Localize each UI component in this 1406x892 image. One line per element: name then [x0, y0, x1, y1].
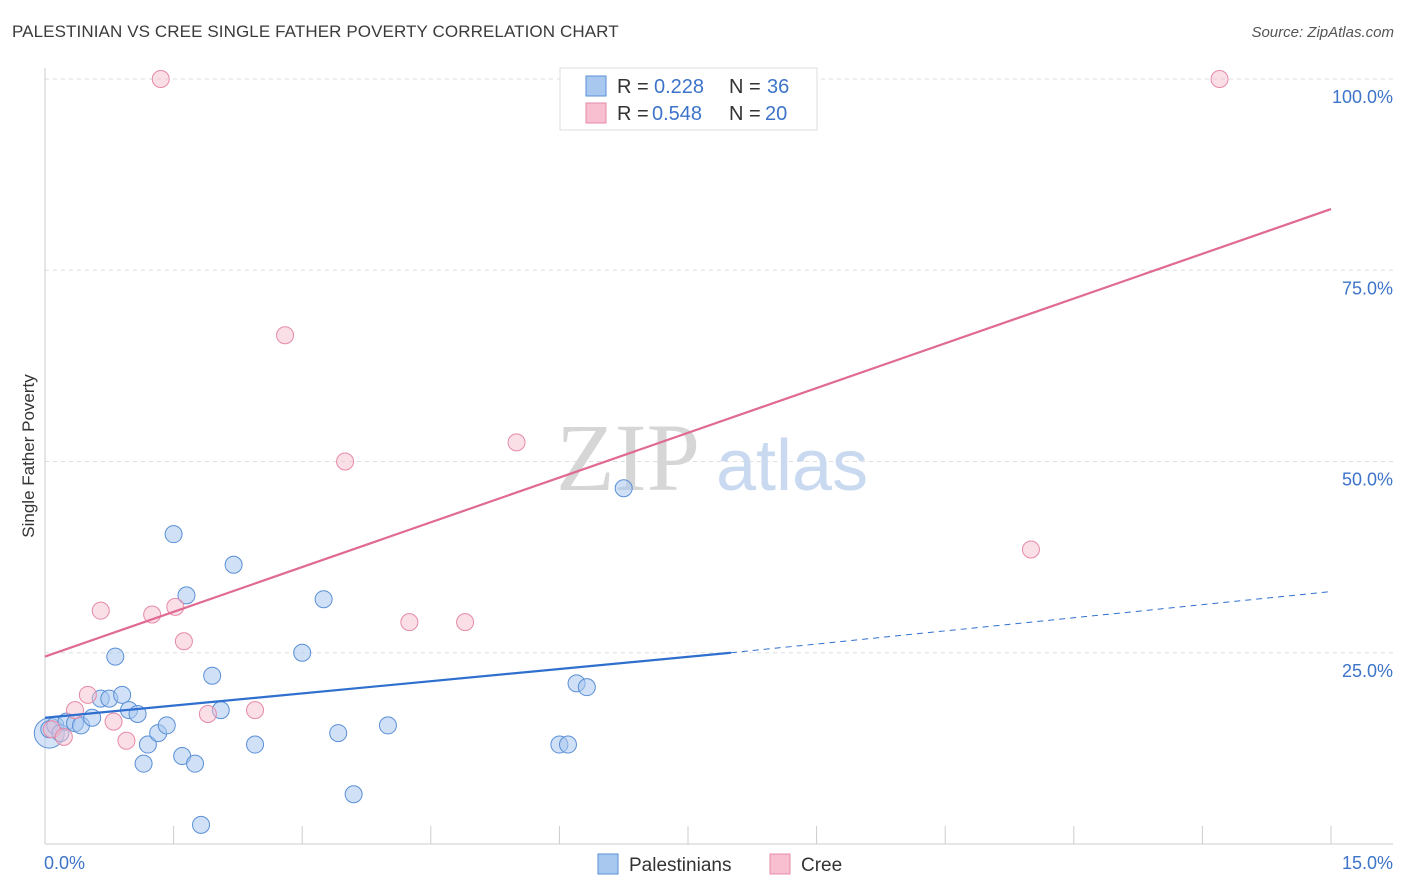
- source-label: Source: ZipAtlas.com: [1251, 24, 1394, 41]
- palestinians-point: [293, 643, 312, 662]
- cree-point: [166, 597, 185, 616]
- x-tick-label-end: 15.0%: [1342, 853, 1393, 873]
- legend-r-label-blue: R =: [617, 76, 649, 98]
- legend-n-value-pink: 20: [765, 103, 787, 125]
- legend-r-label-pink: R =: [617, 103, 649, 125]
- bottom-legend-swatch-cree: [769, 853, 791, 875]
- palestinians-point: [157, 716, 176, 735]
- cree-point: [336, 452, 355, 471]
- cree-point: [456, 613, 475, 632]
- bottom-legend-swatch-palestinians: [597, 853, 619, 875]
- palestinians-point: [138, 735, 157, 754]
- y-axis-label: Single Father Poverty: [19, 374, 38, 538]
- palestinians-point: [224, 555, 243, 574]
- palestinians-point: [106, 647, 125, 666]
- legend-swatch-blue: [585, 75, 607, 97]
- palestinians-point: [378, 716, 397, 735]
- series-palestinians-points: [33, 479, 633, 834]
- palestinians-point: [329, 724, 348, 743]
- legend-box: R = 0.228 N = 36 R = 0.548 N = 20: [559, 67, 818, 131]
- legend-n-value-blue: 36: [767, 76, 789, 98]
- cree-point: [246, 701, 265, 720]
- palestinians-point: [558, 735, 577, 754]
- cree-point: [78, 685, 97, 704]
- palestinians-point: [614, 479, 633, 498]
- cree-point: [198, 704, 217, 723]
- legend-n-label-blue: N =: [729, 76, 761, 98]
- palestinians-point: [314, 590, 333, 609]
- legend-r-value-blue: 0.228: [654, 76, 704, 98]
- cree-point: [1210, 70, 1229, 88]
- palestinians-point: [577, 678, 596, 697]
- axes: [44, 68, 1393, 845]
- y-tick-label-75: 75.0%: [1342, 278, 1393, 298]
- cree-point: [276, 326, 295, 345]
- cree-point: [104, 712, 123, 731]
- y-tick-label-100: 100.0%: [1332, 87, 1393, 107]
- y-tick-label-50: 50.0%: [1342, 470, 1393, 490]
- palestinians-point: [246, 735, 265, 754]
- cree-point: [91, 601, 110, 620]
- palestinians-point: [113, 685, 132, 704]
- chart-title: PALESTINIAN VS CREE SINGLE FATHER POVERT…: [12, 22, 619, 41]
- cree-point: [1021, 540, 1040, 559]
- palestinians-point: [192, 815, 211, 834]
- palestinians-point: [203, 666, 222, 685]
- y-tick-labels: 25.0% 50.0% 75.0% 100.0%: [1332, 87, 1393, 681]
- cree-point: [174, 632, 193, 651]
- y-tick-label-25: 25.0%: [1342, 661, 1393, 681]
- legend-r-value-pink: 0.548: [652, 103, 702, 125]
- cree-trend-line: [44, 208, 1332, 658]
- palestinians-trend-extension: [730, 591, 1332, 654]
- bottom-legend-label-cree: Cree: [801, 855, 842, 876]
- palestinians-point: [186, 754, 205, 773]
- bottom-legend: Palestinians Cree: [597, 853, 842, 876]
- series-cree-points: [42, 70, 1229, 750]
- watermark-atlas: atlas: [716, 426, 868, 506]
- watermark: ZIP atlas: [556, 404, 868, 511]
- legend-swatch-pink: [585, 102, 607, 124]
- x-tick-labels: 0.0% 15.0%: [44, 853, 1393, 873]
- cree-point: [507, 433, 526, 452]
- palestinians-trend-line: [44, 651, 731, 719]
- palestinians-point: [134, 754, 153, 773]
- trend-lines: [44, 208, 1332, 719]
- legend-n-label-pink: N =: [729, 103, 761, 125]
- cree-point: [151, 70, 170, 88]
- palestinians-point: [344, 785, 363, 804]
- palestinians-point: [177, 586, 196, 605]
- grid-lines: [45, 78, 1393, 654]
- x-tick-label-start: 0.0%: [44, 853, 85, 873]
- cree-point: [400, 613, 419, 632]
- cree-point: [54, 727, 73, 746]
- palestinians-point: [164, 525, 183, 544]
- cree-point: [117, 731, 136, 750]
- bottom-legend-label-palestinians: Palestinians: [629, 855, 731, 876]
